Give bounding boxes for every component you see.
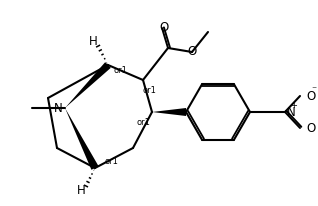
Polygon shape <box>152 108 186 116</box>
Text: O: O <box>306 89 315 103</box>
Text: H: H <box>89 34 97 48</box>
Text: N: N <box>54 102 63 115</box>
Text: O: O <box>187 44 197 57</box>
Text: +: + <box>291 101 297 110</box>
Text: O: O <box>306 122 315 135</box>
Text: or1: or1 <box>104 157 118 165</box>
Text: or1: or1 <box>113 66 127 75</box>
Polygon shape <box>65 62 111 108</box>
Text: or1: or1 <box>142 85 156 95</box>
Text: ⁻: ⁻ <box>311 85 316 95</box>
Text: or1: or1 <box>136 117 150 126</box>
Text: N: N <box>287 105 296 118</box>
Text: H: H <box>77 185 85 198</box>
Text: O: O <box>159 21 169 34</box>
Polygon shape <box>65 108 99 170</box>
